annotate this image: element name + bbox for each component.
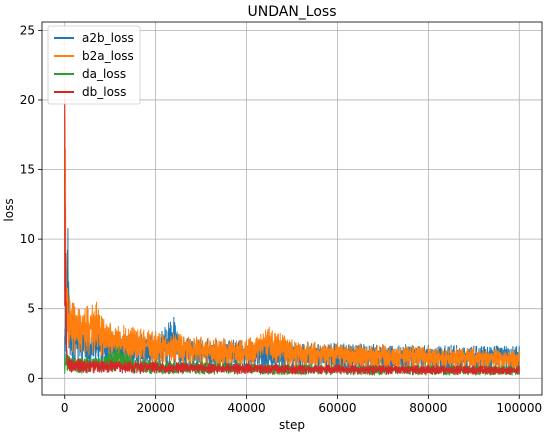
x-tick-label: 100000 — [496, 401, 542, 415]
legend-label: da_loss — [82, 67, 126, 81]
y-tick-label: 0 — [27, 371, 35, 385]
y-tick-label: 10 — [20, 232, 35, 246]
legend: a2b_loss b2a_loss da_loss db_loss — [47, 25, 141, 105]
legend-label: b2a_loss — [82, 49, 134, 63]
y-tick-label: 20 — [20, 93, 35, 107]
plot-frame — [41, 21, 543, 396]
y-axis-label: loss — [2, 198, 16, 221]
chart-title: UNDAN_Loss — [247, 4, 336, 20]
ticks: 0 20000 40000 60000 80000 100000 0 5 10 15 20 25 — [20, 23, 542, 415]
x-tick-label: 0 — [61, 401, 69, 415]
x-axis-label: step — [279, 418, 305, 432]
legend-label: db_loss — [82, 85, 126, 99]
x-tick-label: 40000 — [227, 401, 265, 415]
x-tick-label: 80000 — [409, 401, 447, 415]
series-lines — [64, 86, 520, 376]
x-tick-label: 60000 — [318, 401, 356, 415]
series-line-b2a_loss — [64, 86, 520, 370]
y-tick-label: 5 — [27, 302, 35, 316]
series-line-db_loss — [64, 99, 520, 375]
legend-box — [47, 25, 141, 105]
x-tick-label: 20000 — [137, 401, 175, 415]
y-tick-label: 15 — [20, 163, 35, 177]
legend-label: a2b_loss — [82, 31, 134, 45]
y-tick-label: 25 — [20, 23, 35, 37]
